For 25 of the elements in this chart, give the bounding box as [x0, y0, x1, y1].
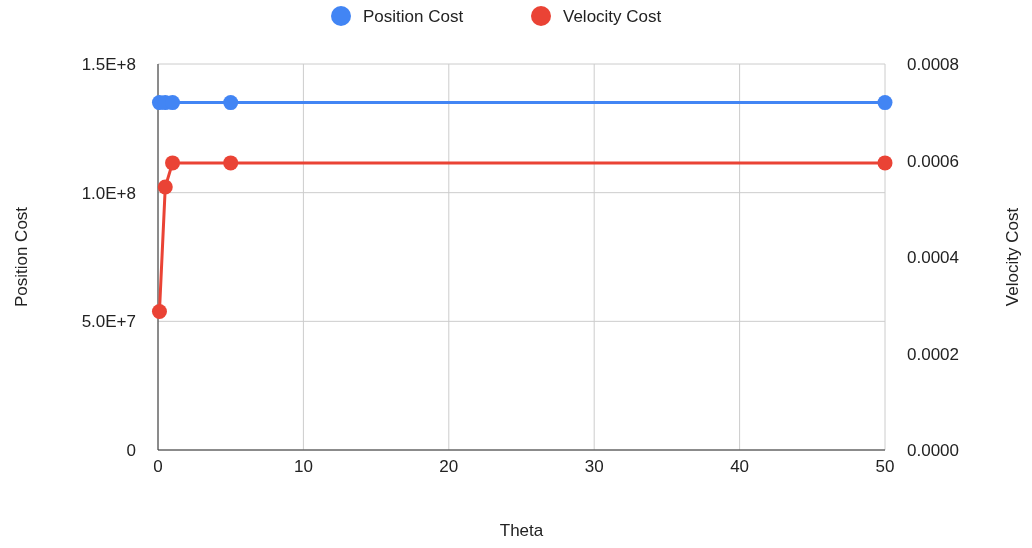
y-tick-label: 1.0E+8	[81, 183, 136, 203]
legend-label: Velocity Cost	[563, 7, 662, 26]
y-tick-label: 0	[126, 441, 136, 460]
x-tick-label: 30	[584, 457, 604, 476]
x-tick-label: 40	[730, 457, 750, 476]
point	[877, 155, 893, 171]
x-tick-label: 50	[875, 457, 895, 476]
x-tick-label: 10	[293, 457, 313, 476]
y2-tick-label: 0.0006	[907, 151, 959, 171]
x-axis-title: Theta	[499, 521, 544, 540]
y2-tick-label: 0.0008	[907, 55, 959, 74]
point	[165, 155, 181, 171]
y-tick-label: 1.5E+8	[81, 55, 136, 74]
x-tick-label: 20	[439, 457, 459, 476]
point	[223, 155, 239, 171]
x-tick-label: 0	[153, 457, 163, 476]
y2-tick-label: 0.0004	[907, 248, 959, 267]
legend-label: Position Cost	[363, 7, 464, 26]
y2-tick-label: 0.0002	[907, 344, 959, 364]
point	[151, 304, 167, 320]
y-axis-title: Position Cost	[12, 206, 31, 308]
y2-axis-title: Velocity Cost	[1003, 207, 1022, 307]
y-tick-label: 5.0E+7	[81, 312, 136, 332]
point	[157, 179, 173, 195]
y2-tick-label: 0.0000	[907, 441, 959, 460]
